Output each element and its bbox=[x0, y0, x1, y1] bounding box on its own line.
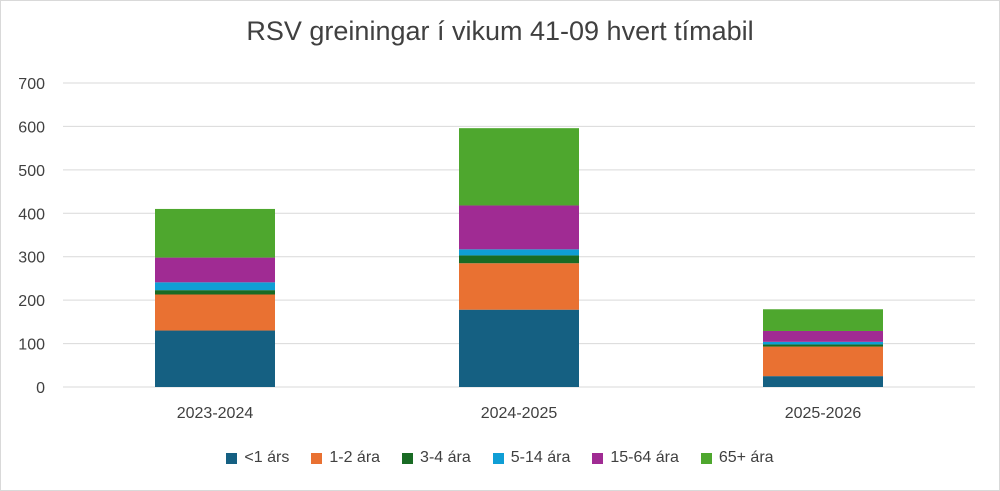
bar-segment bbox=[155, 257, 275, 283]
bar-segment bbox=[763, 330, 883, 342]
bar-segment bbox=[459, 255, 579, 264]
legend-item: 65+ ára bbox=[700, 449, 774, 467]
legend-swatch bbox=[592, 452, 604, 464]
bar-series bbox=[155, 128, 883, 387]
legend-item: 5-14 ára bbox=[492, 449, 571, 467]
bar-segment bbox=[155, 290, 275, 295]
y-tick-label: 600 bbox=[18, 119, 45, 136]
bar-segment bbox=[763, 341, 883, 345]
bar-segment bbox=[155, 294, 275, 331]
bar-segment bbox=[763, 344, 883, 347]
bar-segment bbox=[155, 208, 275, 258]
bar-segment bbox=[459, 309, 579, 387]
legend-swatch bbox=[700, 452, 712, 464]
legend-swatch bbox=[226, 452, 238, 464]
y-tick-label: 700 bbox=[18, 76, 45, 93]
legend-label: <1 árs bbox=[244, 449, 290, 466]
bar-segment bbox=[459, 263, 579, 310]
bar-segment bbox=[763, 376, 883, 387]
bar-segment bbox=[459, 249, 579, 256]
legend-label: 65+ ára bbox=[718, 449, 774, 466]
x-axis-category-labels: 2023-2024 2024-2025 2025-2026 bbox=[177, 405, 862, 422]
y-tick-label: 300 bbox=[18, 250, 45, 267]
legend-label: 15-64 ára bbox=[610, 449, 679, 466]
y-tick-label: 500 bbox=[18, 163, 45, 180]
legend-item: 1-2 ára bbox=[311, 449, 380, 467]
bar-segment bbox=[459, 128, 579, 206]
chart-title: RSV greiningar í vikum 41-09 hvert tímab… bbox=[246, 16, 754, 46]
bar-segment bbox=[155, 282, 275, 291]
bar-segment bbox=[763, 309, 883, 331]
y-tick-label: 200 bbox=[18, 293, 45, 310]
y-tick-label: 100 bbox=[18, 337, 45, 354]
x-category-label: 2024-2025 bbox=[481, 405, 558, 422]
legend-swatch bbox=[492, 452, 504, 464]
bar-segment bbox=[763, 346, 883, 377]
x-category-label: 2025-2026 bbox=[785, 405, 862, 422]
legend-swatch bbox=[311, 452, 323, 464]
y-axis-tick-labels: 0 100 200 300 400 500 600 700 bbox=[18, 76, 45, 397]
legend-label: 5-14 ára bbox=[510, 449, 571, 466]
legend-item: 15-64 ára bbox=[592, 449, 679, 467]
legend-item: 3-4 ára bbox=[402, 449, 471, 467]
legend: <1 árs 1-2 ára 3-4 ára 5-14 ára 15-64 ára 65+… bbox=[0, 449, 1000, 467]
y-tick-label: 0 bbox=[36, 380, 45, 397]
y-tick-label: 400 bbox=[18, 206, 45, 223]
legend-item: <1 árs bbox=[226, 449, 289, 467]
x-category-label: 2023-2024 bbox=[177, 405, 254, 422]
legend-label: 1-2 ára bbox=[329, 449, 381, 466]
bar-segment bbox=[155, 330, 275, 387]
bar-segment bbox=[459, 205, 579, 250]
legend-label: 3-4 ára bbox=[420, 449, 471, 466]
legend-swatch bbox=[402, 452, 414, 464]
